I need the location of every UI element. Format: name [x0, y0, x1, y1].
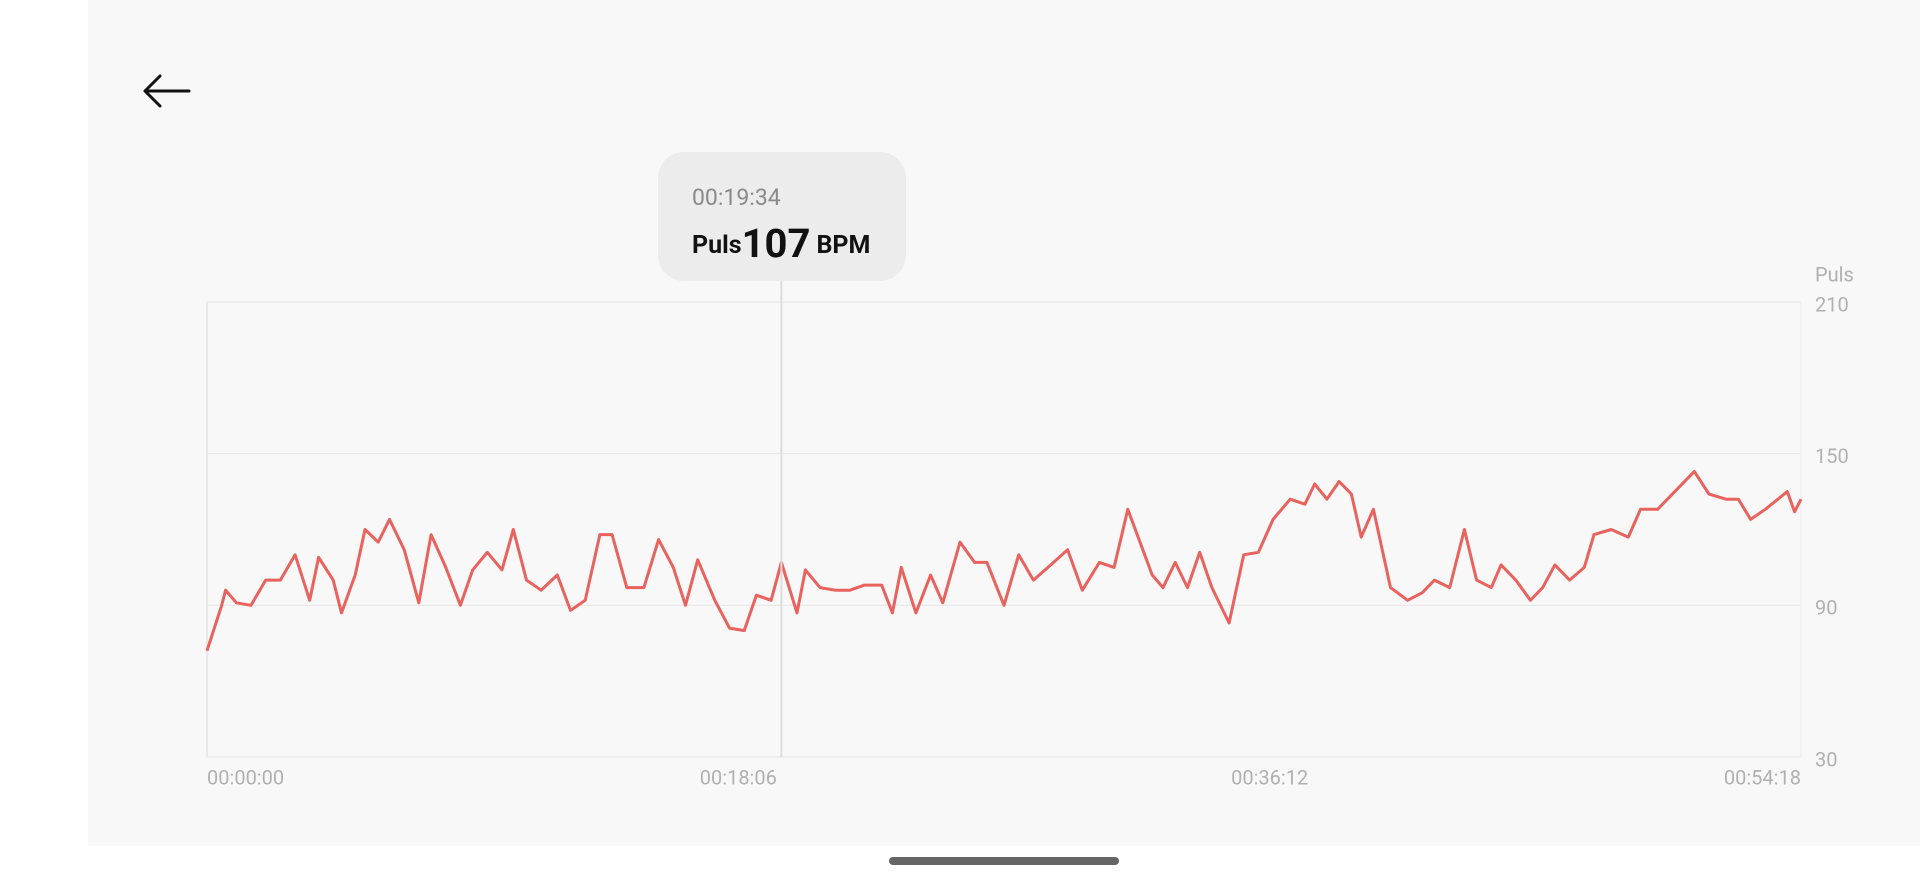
y-tick-label: 30	[1815, 747, 1837, 771]
tooltip	[658, 152, 906, 281]
x-tick-label: 00:36:12	[1231, 765, 1308, 789]
tooltip-value: Puls107 BPM	[692, 220, 870, 267]
tooltip-unit: BPM	[816, 231, 870, 260]
x-tick-label: 00:00:00	[207, 765, 284, 789]
y-tick-label: 210	[1815, 292, 1849, 316]
tooltip-number: 107	[742, 220, 811, 267]
y-axis-label: Puls	[1815, 262, 1854, 286]
plot: 30 90 150 210 00:00:00 00:18:06 00:36:12 00:54:…	[205, 281, 1849, 789]
line	[205, 469, 1803, 652]
panel	[88, 0, 1920, 846]
home-indicator	[889, 857, 1119, 865]
back-arrow	[143, 74, 191, 108]
y-tick-label: 150	[1815, 444, 1849, 468]
tooltip-time: 00:19:34	[692, 184, 781, 211]
back-button[interactable]	[143, 74, 191, 108]
y-tick-label: 90	[1815, 596, 1837, 620]
tooltip-label: Puls	[692, 231, 742, 260]
x-tick-label: 00:18:06	[700, 765, 777, 789]
x-tick-label: 00:54:18	[1724, 765, 1801, 789]
